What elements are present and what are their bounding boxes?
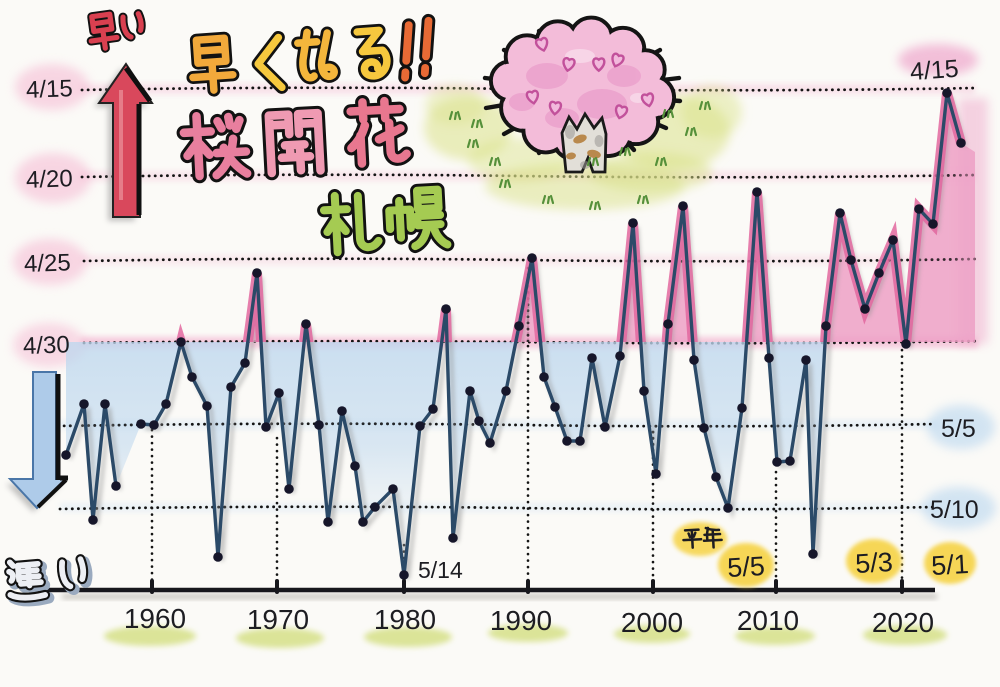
svg-text:4/20: 4/20 bbox=[26, 165, 74, 194]
svg-text:2020: 2020 bbox=[872, 607, 934, 638]
svg-text:2000: 2000 bbox=[621, 607, 683, 638]
svg-text:4/15: 4/15 bbox=[909, 55, 960, 86]
svg-text:5/5: 5/5 bbox=[941, 415, 976, 443]
svg-text:2010: 2010 bbox=[737, 605, 799, 636]
svg-text:5/1: 5/1 bbox=[931, 549, 970, 581]
svg-text:4/30: 4/30 bbox=[23, 331, 71, 360]
svg-text:5/14: 5/14 bbox=[418, 557, 463, 583]
svg-text:5/3: 5/3 bbox=[855, 547, 894, 579]
svg-text:4/15: 4/15 bbox=[26, 75, 74, 104]
svg-text:1970: 1970 bbox=[247, 604, 309, 635]
svg-text:4/25: 4/25 bbox=[24, 249, 72, 278]
svg-text:5/5: 5/5 bbox=[727, 551, 766, 583]
svg-text:5/10: 5/10 bbox=[930, 496, 979, 524]
svg-text:1990: 1990 bbox=[490, 605, 552, 636]
svg-text:1960: 1960 bbox=[124, 603, 186, 634]
svg-text:1980: 1980 bbox=[374, 604, 436, 635]
